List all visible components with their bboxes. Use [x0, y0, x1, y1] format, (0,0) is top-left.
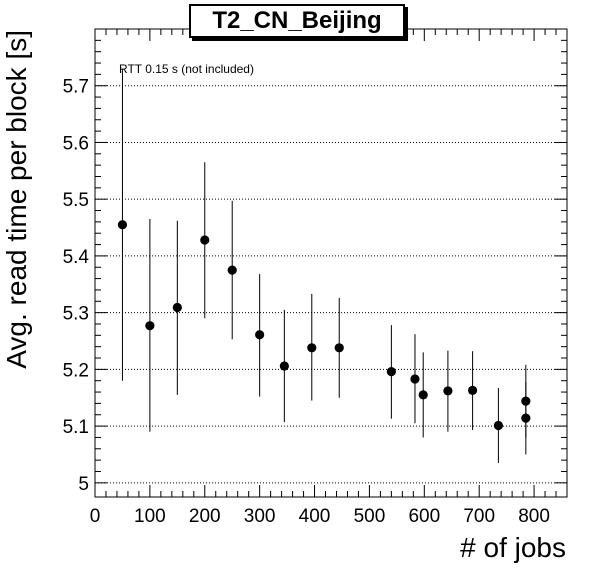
- x-tick-label: 600: [408, 506, 440, 527]
- x-axis-label: # of jobs: [460, 532, 566, 563]
- data-point: [227, 265, 237, 275]
- x-tick-label: 800: [518, 506, 550, 527]
- data-point: [443, 386, 453, 396]
- data-point: [468, 385, 478, 395]
- data-point: [117, 220, 128, 230]
- x-tick-label: 100: [134, 506, 166, 527]
- grid-layer: [95, 85, 567, 484]
- data-point: [172, 302, 182, 313]
- x-tick-label: 0: [90, 506, 101, 527]
- data-point: [418, 390, 428, 400]
- data-point: [386, 367, 396, 377]
- x-tick-label: 700: [463, 506, 495, 527]
- y-tick-label: 5.4: [63, 247, 90, 268]
- data-point: [334, 343, 344, 353]
- data-point: [145, 321, 155, 331]
- x-tick-label: 200: [189, 506, 221, 527]
- data-point: [255, 330, 265, 340]
- data-point: [410, 374, 420, 384]
- y-tick-label: 5.2: [63, 360, 89, 381]
- axis-layer: 5 5.1 5.2 5.3 5.4 5.5 5.6 5.7 0 100 200 300 400 500 60…: [63, 28, 568, 527]
- data-point: [493, 420, 503, 431]
- data-layer: [117, 68, 531, 463]
- y-tick-label: 5.1: [63, 417, 89, 438]
- x-tick-label: 300: [244, 506, 276, 527]
- data-point: [521, 413, 531, 423]
- y-tick-label: 5.5: [63, 190, 89, 211]
- data-point: [307, 343, 317, 353]
- y-tick-label: 5.3: [63, 304, 89, 325]
- data-point: [279, 361, 289, 371]
- y-tick-label: 5: [78, 474, 89, 495]
- y-tick-label: 5.6: [63, 133, 89, 154]
- data-point: [200, 235, 210, 245]
- x-tick-label: 500: [354, 506, 386, 527]
- y-axis-label: Avg. read time per block [s]: [1, 30, 32, 369]
- chart-title: T2_CN_Beijing: [189, 4, 405, 38]
- rtt-annotation: RTT 0.15 s (not included): [119, 62, 254, 76]
- y-tick-label: 5.7: [63, 77, 89, 98]
- x-tick-label: 400: [299, 506, 331, 527]
